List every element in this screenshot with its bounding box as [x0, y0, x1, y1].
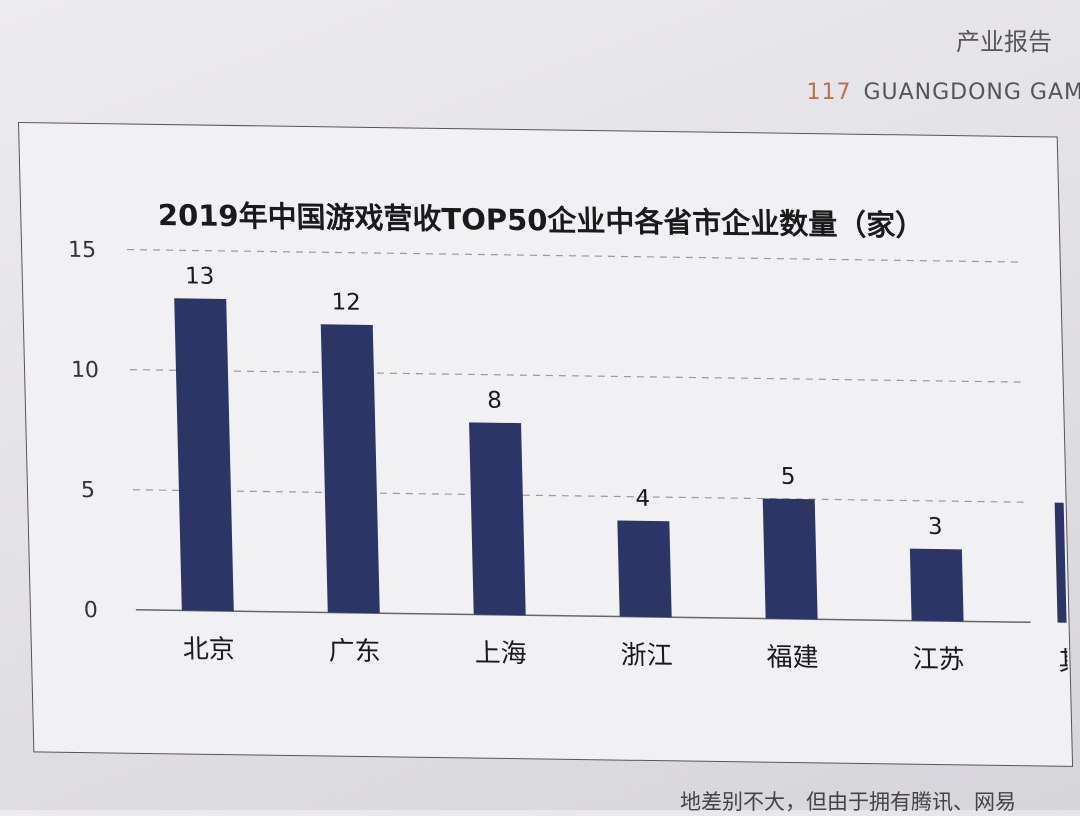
grid-layer: 0 5 10 15: [68, 238, 1031, 624]
chart-frame: 0 5 10 15 13 北京 12 广东 8 上海 4 浙江 5 福建 3 江苏 5 其他 2019年中国游戏…: [18, 122, 1074, 767]
gridline: [127, 248, 1022, 263]
y-tick-label: 5: [81, 478, 96, 503]
x-category-label: 浙江: [620, 641, 673, 672]
bar-value-label: 13: [185, 263, 215, 289]
x-category-label: 广东: [328, 636, 381, 667]
y-tick-label: 0: [84, 598, 99, 623]
x-category-label: 福建: [766, 643, 819, 674]
header-line: 117 GUANGDONG GAM: [806, 80, 1080, 105]
x-category-label: 其他: [1058, 647, 1070, 678]
gridline: [132, 489, 1028, 503]
bar: [762, 498, 818, 620]
bar: [909, 548, 964, 622]
bar: [320, 324, 380, 614]
y-tick-label: 10: [71, 358, 100, 383]
x-category-label: 上海: [474, 639, 527, 670]
y-tick-label: 15: [68, 238, 97, 263]
bar-value-label: 5: [781, 464, 796, 490]
x-axis-line: [135, 609, 1031, 624]
bar: [174, 298, 234, 612]
bar-value-label: 3: [928, 514, 943, 540]
bar: [1054, 502, 1071, 624]
bar-layer: 13北京12广东8上海4浙江5福建3江苏5其他: [174, 263, 1071, 678]
gridline: [129, 369, 1025, 383]
bar: [469, 422, 526, 616]
bar-value-label: 12: [331, 289, 361, 315]
journal-name: GUANGDONG GAM: [863, 80, 1080, 105]
section-label: 产业报告: [956, 28, 1052, 56]
page-number: 117: [806, 80, 852, 105]
bar-value-label: 4: [635, 486, 650, 512]
x-category-label: 江苏: [912, 645, 965, 676]
bar: [617, 520, 672, 618]
bar-value-label: 8: [487, 388, 502, 414]
x-category-label: 北京: [182, 634, 235, 665]
bar-chart: 0 5 10 15 13 北京 12 广东 8 上海 4 浙江 5 福建 3 江苏 5 其他 2019年中国游戏…: [68, 198, 1071, 678]
chart-title: 2019年中国游戏营收TOP50企业中各省市企业数量（家）: [158, 198, 925, 243]
body-text: 地差别不大，但由于拥有腾讯、网易: [680, 790, 1016, 814]
